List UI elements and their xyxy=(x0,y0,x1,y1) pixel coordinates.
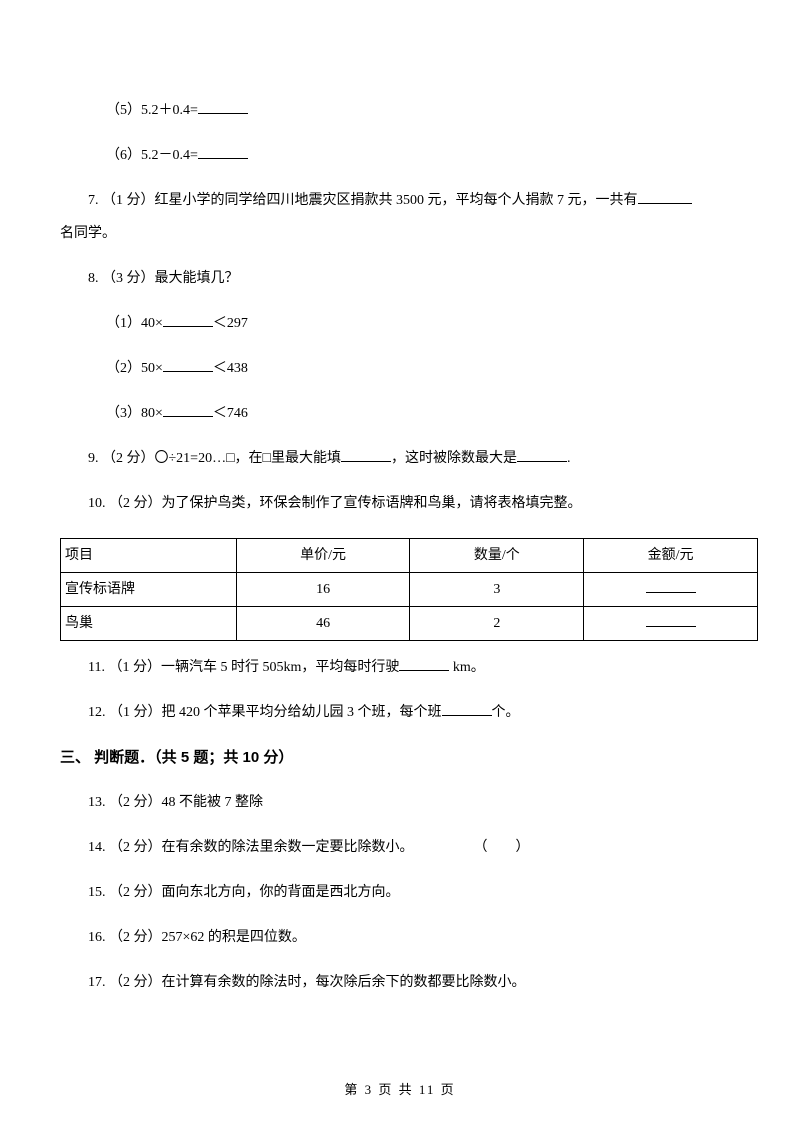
q13-points: （2 分） xyxy=(109,795,162,810)
q10-num: 10. xyxy=(88,496,109,511)
q11-num: 11. xyxy=(88,660,108,675)
r1c1: 16 xyxy=(236,573,410,607)
r2c2: 2 xyxy=(410,607,584,641)
q9-b: ，这时被除数最大是 xyxy=(391,451,517,466)
r1c2: 3 xyxy=(410,573,584,607)
q7-block: 7. （1 分）红星小学的同学给四川地震灾区捐款共 3500 元，平均每个人捐款… xyxy=(60,190,740,244)
table-header-row: 项目 单价/元 数量/个 金额/元 xyxy=(61,539,758,573)
q7-text: 红星小学的同学给四川地震灾区捐款共 3500 元，平均每个人捐款 7 元，一共有 xyxy=(155,193,638,208)
r1-blank xyxy=(646,579,696,593)
q11-b: km。 xyxy=(449,660,484,675)
q9-line: 9. （2 分）〇÷21=20…□，在□里最大能填 ，这时被除数最大是. xyxy=(60,448,740,469)
q8-points: （3 分） xyxy=(102,271,155,286)
q14-line: 14. （2 分）在有余数的除法里余数一定要比除数小。 （ ） xyxy=(60,837,740,858)
q17-text: 在计算有余数的除法时，每次除后余下的数都要比除数小。 xyxy=(162,975,526,990)
q16-text: 257×62 的积是四位数。 xyxy=(162,930,306,945)
q8-num: 8. xyxy=(88,271,102,286)
q5-label: （5）5.2＋0.4= xyxy=(106,103,198,118)
q7-line2: 名同学。 xyxy=(60,223,740,244)
q5-line: （5）5.2＋0.4= xyxy=(60,100,740,121)
q16-line: 16. （2 分）257×62 的积是四位数。 xyxy=(60,927,740,948)
page-footer: 第 3 页 共 11 页 xyxy=(0,1079,800,1098)
q14-points: （2 分） xyxy=(109,840,162,855)
q13-num: 13. xyxy=(88,795,109,810)
q8-1a: （1）40× xyxy=(106,316,163,331)
q10-table: 项目 单价/元 数量/个 金额/元 宣传标语牌 16 3 鸟巢 46 2 xyxy=(60,538,758,641)
q8-3b: ＜746 xyxy=(213,406,248,421)
q11-a: 一辆汽车 5 时行 505km，平均每时行驶 xyxy=(161,660,399,675)
q8-sub3: （3）80× ＜746 xyxy=(60,403,740,424)
q14-num: 14. xyxy=(88,840,109,855)
q11-line: 11. （1 分）一辆汽车 5 时行 505km，平均每时行驶 km。 xyxy=(60,657,740,678)
q17-line: 17. （2 分）在计算有余数的除法时，每次除后余下的数都要比除数小。 xyxy=(60,972,740,993)
r2c3 xyxy=(584,607,758,641)
q7-blank xyxy=(638,190,692,204)
q10-points: （2 分） xyxy=(109,496,162,511)
q8-2a: （2）50× xyxy=(106,361,163,376)
q14-paren: （ ） xyxy=(474,840,530,855)
q8-text: 最大能填几？ xyxy=(155,271,239,286)
q17-num: 17. xyxy=(88,975,109,990)
q10-line: 10. （2 分）为了保护鸟类，环保会制作了宣传标语牌和鸟巢，请将表格填完整。 xyxy=(60,493,740,514)
q15-points: （2 分） xyxy=(109,885,162,900)
q10-text: 为了保护鸟类，环保会制作了宣传标语牌和鸟巢，请将表格填完整。 xyxy=(162,496,582,511)
q12-blank xyxy=(442,702,492,716)
q11-points: （1 分） xyxy=(108,660,161,675)
th-1: 单价/元 xyxy=(236,539,410,573)
q12-a: 把 420 个苹果平均分给幼儿园 3 个班，每个班 xyxy=(162,705,442,720)
q9-blank2 xyxy=(517,448,567,462)
th-0: 项目 xyxy=(61,539,237,573)
q15-text: 面向东北方向，你的背面是西北方向。 xyxy=(162,885,400,900)
q14-text: 在有余数的除法里余数一定要比除数小。 xyxy=(162,840,414,855)
q6-blank xyxy=(198,145,248,159)
q8-sub2: （2）50× ＜438 xyxy=(60,358,740,379)
q8-1b: ＜297 xyxy=(213,316,248,331)
table-row: 宣传标语牌 16 3 xyxy=(61,573,758,607)
q17-points: （2 分） xyxy=(109,975,162,990)
q13-line: 13. （2 分）48 不能被 7 整除 xyxy=(60,792,740,813)
q9-num: 9. xyxy=(88,451,102,466)
q8-title: 8. （3 分）最大能填几？ xyxy=(60,268,740,289)
q7-tail: 名同学。 xyxy=(60,226,116,241)
q5-blank xyxy=(198,100,248,114)
q7-line1: 7. （1 分）红星小学的同学给四川地震灾区捐款共 3500 元，平均每个人捐款… xyxy=(60,190,740,211)
q7-points: （1 分） xyxy=(102,193,155,208)
r1c0: 宣传标语牌 xyxy=(61,573,237,607)
q8-3-blank xyxy=(163,403,213,417)
q8-3a: （3）80× xyxy=(106,406,163,421)
q8-2-blank xyxy=(163,358,213,372)
q15-num: 15. xyxy=(88,885,109,900)
q12-num: 12. xyxy=(88,705,109,720)
q12-points: （1 分） xyxy=(109,705,162,720)
q8-2b: ＜438 xyxy=(213,361,248,376)
page-content: （5）5.2＋0.4= （6）5.2－0.4= 7. （1 分）红星小学的同学给… xyxy=(0,0,800,1047)
q13-text: 48 不能被 7 整除 xyxy=(162,795,264,810)
q9-blank1 xyxy=(341,448,391,462)
th-3: 金额/元 xyxy=(584,539,758,573)
q12-b: 个。 xyxy=(492,705,520,720)
th-2: 数量/个 xyxy=(410,539,584,573)
q9-points: （2 分） xyxy=(102,451,155,466)
q16-points: （2 分） xyxy=(109,930,162,945)
r2c0: 鸟巢 xyxy=(61,607,237,641)
q6-label: （6）5.2－0.4= xyxy=(106,148,198,163)
q8-1-blank xyxy=(163,313,213,327)
section-3-header: 三、 判断题．（共 5 题；共 10 分） xyxy=(60,747,740,770)
r2c1: 46 xyxy=(236,607,410,641)
q11-blank xyxy=(399,657,449,671)
q8-sub1: （1）40× ＜297 xyxy=(60,313,740,334)
q7-num: 7. xyxy=(88,193,102,208)
r1c3 xyxy=(584,573,758,607)
q9-a: 〇÷21=20…□，在□里最大能填 xyxy=(155,451,342,466)
q6-line: （6）5.2－0.4= xyxy=(60,145,740,166)
q16-num: 16. xyxy=(88,930,109,945)
q15-line: 15. （2 分）面向东北方向，你的背面是西北方向。 xyxy=(60,882,740,903)
q12-line: 12. （1 分）把 420 个苹果平均分给幼儿园 3 个班，每个班 个。 xyxy=(60,702,740,723)
q9-c: . xyxy=(567,451,571,466)
r2-blank xyxy=(646,613,696,627)
table-row: 鸟巢 46 2 xyxy=(61,607,758,641)
